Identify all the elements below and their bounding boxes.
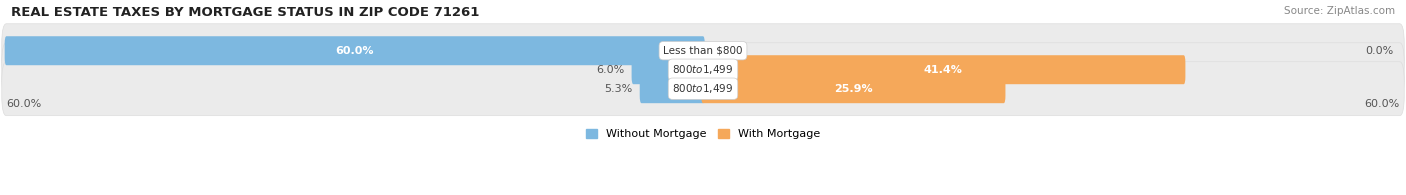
FancyBboxPatch shape xyxy=(631,55,704,84)
Text: 60.0%: 60.0% xyxy=(7,99,42,109)
Text: 60.0%: 60.0% xyxy=(1364,99,1399,109)
Text: 6.0%: 6.0% xyxy=(596,65,624,75)
Text: 0.0%: 0.0% xyxy=(1365,46,1393,56)
Text: REAL ESTATE TAXES BY MORTGAGE STATUS IN ZIP CODE 71261: REAL ESTATE TAXES BY MORTGAGE STATUS IN … xyxy=(11,6,479,19)
FancyBboxPatch shape xyxy=(1,24,1405,78)
FancyBboxPatch shape xyxy=(640,74,704,103)
Text: $800 to $1,499: $800 to $1,499 xyxy=(672,63,734,76)
FancyBboxPatch shape xyxy=(1,43,1405,97)
Text: 25.9%: 25.9% xyxy=(834,84,873,94)
Text: Source: ZipAtlas.com: Source: ZipAtlas.com xyxy=(1284,6,1395,16)
FancyBboxPatch shape xyxy=(4,36,704,65)
FancyBboxPatch shape xyxy=(702,55,1185,84)
Text: $800 to $1,499: $800 to $1,499 xyxy=(672,82,734,95)
Text: 60.0%: 60.0% xyxy=(336,46,374,56)
Text: 5.3%: 5.3% xyxy=(605,84,633,94)
FancyBboxPatch shape xyxy=(702,74,1005,103)
Text: Less than $800: Less than $800 xyxy=(664,46,742,56)
FancyBboxPatch shape xyxy=(1,62,1405,116)
Text: 41.4%: 41.4% xyxy=(924,65,963,75)
Legend: Without Mortgage, With Mortgage: Without Mortgage, With Mortgage xyxy=(586,129,820,139)
